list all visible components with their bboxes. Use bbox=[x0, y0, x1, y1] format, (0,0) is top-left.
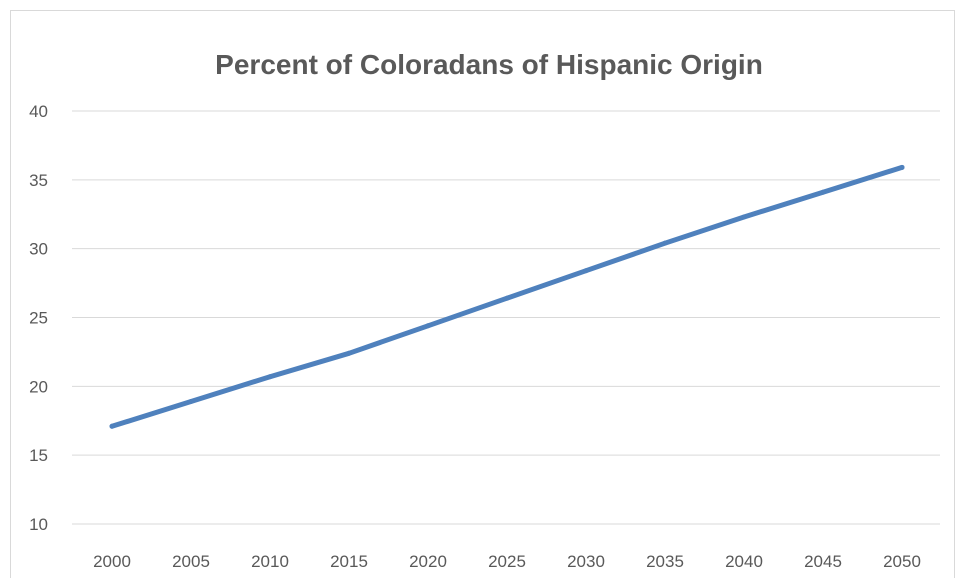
data-point-2020 bbox=[425, 323, 431, 329]
x-tick-label-2005: 2005 bbox=[172, 552, 210, 571]
x-axis-tick-labels: 2000 2005 2010 2015 2020 2025 2030 2035 2040 2045… bbox=[93, 552, 921, 571]
data-point-2035 bbox=[662, 240, 668, 246]
x-tick-label-2025: 2025 bbox=[488, 552, 526, 571]
data-point-2000 bbox=[109, 423, 115, 429]
y-tick-label-25: 25 bbox=[29, 309, 48, 328]
x-tick-label-2010: 2010 bbox=[251, 552, 289, 571]
y-tick-label-30: 30 bbox=[29, 240, 48, 259]
series-layer bbox=[109, 164, 905, 429]
data-point-2015 bbox=[346, 350, 352, 356]
y-tick-label-10: 10 bbox=[29, 515, 48, 534]
chart-title: Percent of Coloradans of Hispanic Origin bbox=[215, 49, 763, 80]
y-tick-label-20: 20 bbox=[29, 377, 48, 396]
data-point-2050 bbox=[899, 164, 905, 170]
data-point-2025 bbox=[504, 295, 510, 301]
data-point-2040 bbox=[741, 214, 747, 220]
chart-frame bbox=[10, 10, 955, 578]
y-tick-label-40: 40 bbox=[29, 102, 48, 121]
x-tick-label-2035: 2035 bbox=[646, 552, 684, 571]
x-tick-label-2000: 2000 bbox=[93, 552, 131, 571]
x-tick-label-2030: 2030 bbox=[567, 552, 605, 571]
data-point-2005 bbox=[188, 398, 194, 404]
x-tick-label-2050: 2050 bbox=[883, 552, 921, 571]
y-axis-tick-labels: 10 15 20 25 30 35 40 bbox=[29, 102, 48, 534]
y-tick-label-35: 35 bbox=[29, 171, 48, 190]
data-point-2010 bbox=[267, 374, 273, 380]
data-point-2045 bbox=[820, 189, 826, 195]
x-tick-label-2020: 2020 bbox=[409, 552, 447, 571]
gridlines bbox=[72, 110, 940, 525]
x-tick-label-2045: 2045 bbox=[804, 552, 842, 571]
y-tick-label-15: 15 bbox=[29, 446, 48, 465]
x-tick-label-2040: 2040 bbox=[725, 552, 763, 571]
x-tick-label-2015: 2015 bbox=[330, 552, 368, 571]
data-point-2030 bbox=[583, 268, 589, 274]
